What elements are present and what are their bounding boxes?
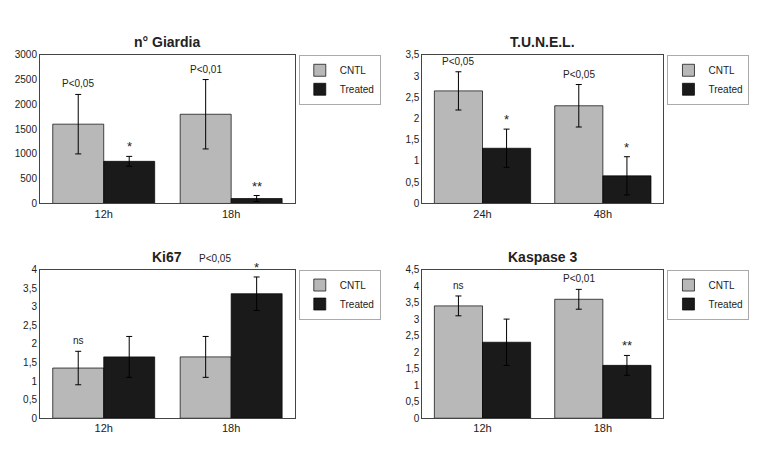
svg-text:1,5: 1,5 — [405, 134, 419, 145]
svg-text:18h: 18h — [222, 422, 240, 434]
svg-text:2500: 2500 — [15, 74, 38, 85]
svg-text:ns: ns — [73, 335, 84, 346]
svg-text:2,5: 2,5 — [405, 92, 419, 103]
svg-text:12h: 12h — [95, 422, 113, 434]
svg-text:3,5: 3,5 — [23, 283, 37, 294]
svg-text:*: * — [254, 260, 259, 275]
svg-text:P<0,05: P<0,05 — [563, 69, 595, 80]
svg-text:Kaspase 3: Kaspase 3 — [508, 249, 577, 265]
svg-text:48h: 48h — [594, 208, 612, 220]
svg-text:1: 1 — [31, 376, 37, 387]
svg-text:1,5: 1,5 — [23, 357, 37, 368]
svg-text:3,5: 3,5 — [405, 49, 419, 60]
svg-text:CNTL: CNTL — [708, 280, 735, 291]
svg-text:0: 0 — [414, 198, 420, 209]
svg-text:3: 3 — [414, 314, 420, 325]
svg-text:2: 2 — [414, 113, 420, 124]
svg-text:ns: ns — [453, 280, 464, 291]
svg-text:12h: 12h — [95, 208, 113, 220]
svg-text:18h: 18h — [594, 422, 612, 434]
svg-text:2,5: 2,5 — [23, 320, 37, 331]
svg-text:0,5: 0,5 — [23, 394, 37, 405]
svg-text:1000: 1000 — [15, 148, 38, 159]
svg-text:*: * — [127, 139, 132, 154]
svg-text:1: 1 — [414, 380, 420, 391]
svg-text:P<0,05: P<0,05 — [62, 78, 94, 89]
svg-text:3: 3 — [414, 71, 420, 82]
svg-text:24h: 24h — [473, 208, 491, 220]
svg-text:3000: 3000 — [15, 49, 38, 60]
svg-text:CNTL: CNTL — [340, 280, 367, 291]
svg-text:Treated: Treated — [708, 299, 742, 310]
svg-text:Treated: Treated — [708, 84, 742, 95]
svg-text:1,5: 1,5 — [405, 363, 419, 374]
svg-text:12h: 12h — [473, 422, 491, 434]
svg-text:4,5: 4,5 — [405, 264, 419, 275]
svg-text:2: 2 — [414, 347, 420, 358]
svg-text:2: 2 — [31, 338, 37, 349]
svg-text:0: 0 — [31, 413, 37, 424]
svg-text:2000: 2000 — [15, 99, 38, 110]
svg-text:18h: 18h — [222, 208, 240, 220]
svg-text:Treated: Treated — [340, 84, 374, 95]
svg-text:0,5: 0,5 — [405, 396, 419, 407]
svg-text:**: ** — [252, 179, 262, 194]
svg-text:*: * — [624, 140, 629, 155]
svg-text:n° Giardia: n° Giardia — [134, 34, 200, 50]
svg-text:Treated: Treated — [340, 299, 374, 310]
svg-text:CNTL: CNTL — [340, 65, 367, 76]
svg-text:3,5: 3,5 — [405, 297, 419, 308]
svg-text:1: 1 — [414, 155, 420, 166]
svg-text:3: 3 — [31, 301, 37, 312]
svg-text:0,5: 0,5 — [405, 177, 419, 188]
svg-text:500: 500 — [20, 173, 37, 184]
svg-text:0: 0 — [414, 413, 420, 424]
svg-text:P<0,05: P<0,05 — [199, 253, 231, 264]
svg-text:2,5: 2,5 — [405, 330, 419, 341]
svg-text:1500: 1500 — [15, 124, 38, 135]
svg-text:P<0,01: P<0,01 — [563, 273, 595, 284]
svg-text:*: * — [504, 112, 509, 127]
svg-text:Ki67: Ki67 — [152, 249, 182, 265]
svg-text:4: 4 — [31, 264, 37, 275]
svg-text:P<0,01: P<0,01 — [190, 64, 222, 75]
svg-text:**: ** — [622, 338, 632, 353]
svg-text:P<0,05: P<0,05 — [442, 56, 474, 67]
svg-text:4: 4 — [414, 281, 420, 292]
svg-text:T.U.N.E.L.: T.U.N.E.L. — [510, 34, 575, 50]
svg-text:CNTL: CNTL — [708, 65, 735, 76]
svg-text:0: 0 — [31, 198, 37, 209]
